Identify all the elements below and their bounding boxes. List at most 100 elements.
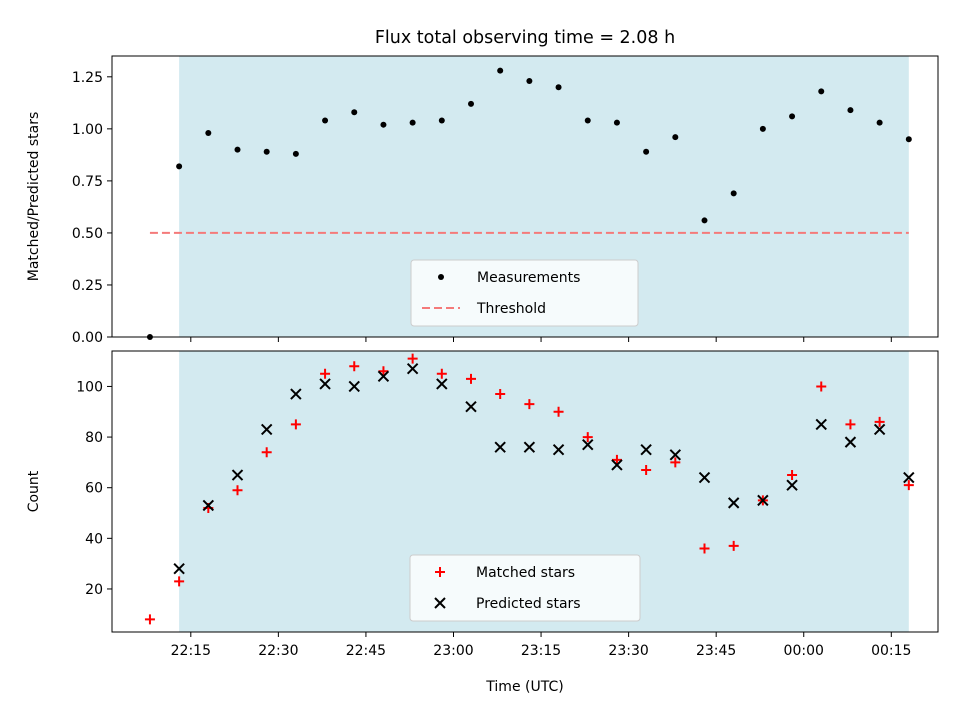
legend-label: Measurements — [477, 270, 580, 286]
y-tick-label: 80 — [85, 430, 103, 446]
legend-label: Threshold — [476, 301, 546, 317]
matched-stars-point — [144, 614, 155, 625]
predicted-stars-point — [436, 378, 448, 390]
legend-box — [409, 554, 641, 622]
measurement-point — [497, 67, 504, 74]
chart-title: Flux total observing time = 2.08 h — [375, 28, 675, 48]
matched-stars-point — [641, 464, 652, 475]
y-tick-label: 1.25 — [72, 70, 103, 86]
matched-stars-point — [466, 373, 477, 384]
x-tick-label: 00:15 — [871, 643, 911, 659]
y-tick-label: 60 — [85, 481, 103, 497]
predicted-stars-point — [173, 563, 185, 575]
legend-label: Predicted stars — [476, 596, 581, 612]
measurement-point — [322, 117, 329, 124]
predicted-stars-point — [669, 449, 682, 461]
matched-stars-point — [553, 406, 564, 417]
matched-stars-point — [845, 419, 856, 430]
matched-stars-point — [611, 454, 622, 465]
predicted-stars-point — [844, 436, 857, 448]
predicted-stars-point — [231, 469, 244, 481]
measurement-point — [818, 88, 825, 95]
legend-label: Matched stars — [476, 565, 575, 581]
predicted-stars-point — [202, 499, 215, 512]
measurement-point — [789, 113, 796, 120]
predicted-stars-point — [727, 497, 740, 509]
matched-stars-point — [407, 353, 418, 364]
predicted-stars-point — [552, 444, 565, 456]
measurement-point — [351, 109, 358, 116]
matched-stars-point — [670, 457, 681, 468]
x-tick-label: 22:45 — [346, 643, 386, 659]
measurement-point — [730, 190, 737, 197]
measurement-point — [759, 125, 766, 132]
y-tick-label: 0.25 — [72, 278, 103, 294]
y-axis-label: Matched/Predicted stars — [26, 112, 42, 282]
measurement-point — [292, 150, 299, 157]
measurement-point — [205, 130, 212, 137]
ratio-panel: 0.00 0.25 0.50 0.75 1.00 1.25 Matched/Predicte… — [26, 55, 939, 346]
measurement-point — [701, 217, 708, 224]
predicted-stars-point — [377, 370, 390, 383]
legend-box — [410, 259, 639, 327]
y-tick-label: 0.50 — [72, 226, 103, 242]
matched-stars-point — [524, 399, 535, 410]
measurement-point — [234, 146, 241, 153]
x-tick-label: 23:00 — [433, 643, 473, 659]
matched-stars-point — [378, 366, 389, 377]
matched-stars-point — [582, 432, 593, 443]
measurement-point — [905, 136, 912, 143]
measurement-point — [438, 117, 445, 124]
x-tick-label: 00:00 — [784, 643, 824, 659]
measurement-point — [643, 148, 650, 155]
matched-stars-point — [874, 416, 885, 427]
matched-stars-point — [261, 447, 272, 458]
predicted-stars-point — [465, 400, 477, 413]
predicted-stars-point — [348, 380, 360, 393]
predicted-stars-point — [611, 459, 623, 471]
matched-stars-point — [787, 470, 798, 481]
axes-frame — [111, 350, 939, 633]
y-tick-label: 100 — [76, 379, 103, 395]
matched-stars-point — [436, 368, 447, 379]
predicted-stars-point — [290, 388, 302, 400]
matched-stars-point — [495, 389, 506, 400]
measurement-point — [876, 119, 883, 126]
legend-plus-marker — [435, 567, 445, 577]
measurement-point — [176, 163, 183, 170]
axes-frame — [111, 55, 939, 338]
predicted-stars-point — [873, 423, 886, 436]
predicted-stars-point — [260, 423, 273, 436]
matched-stars-point — [903, 480, 914, 491]
predicted-stars-point — [786, 479, 798, 491]
measurement-point — [847, 107, 854, 114]
legend-dot-marker — [438, 274, 444, 280]
matched-stars-point — [728, 540, 739, 551]
predicted-stars-point — [757, 494, 769, 507]
y-axis-label: Count — [26, 470, 42, 512]
legend: Measurements Threshold — [410, 259, 639, 327]
x-axis-label: Time (UTC) — [485, 679, 563, 695]
measurement-point — [526, 77, 533, 84]
x-tick-label: 22:15 — [171, 643, 211, 659]
y-tick-label: 40 — [85, 531, 103, 547]
predicted-stars-point — [406, 363, 419, 375]
predicted-stars-point — [494, 441, 506, 453]
predicted-stars-point — [582, 438, 594, 451]
measurement-point — [380, 121, 387, 128]
matched-stars-point — [174, 576, 185, 587]
measurement-point — [613, 119, 620, 126]
x-tick-label: 23:30 — [608, 643, 648, 659]
predicted-stars-point — [815, 418, 827, 431]
matched-stars-point — [699, 543, 710, 554]
y-tick-label: 0.75 — [72, 174, 103, 190]
predicted-stars-point — [903, 471, 915, 484]
measurement-point — [555, 84, 562, 91]
count-panel: 20 40 60 80 100 Count 22:15 22:30 22:45 23:00 23:1… — [26, 350, 939, 659]
matched-stars-point — [320, 368, 331, 379]
x-tick-label: 23:15 — [521, 643, 561, 659]
legend: Matched stars Predicted stars — [409, 554, 641, 622]
predicted-stars-point — [698, 471, 711, 484]
measurement-point — [584, 117, 591, 124]
